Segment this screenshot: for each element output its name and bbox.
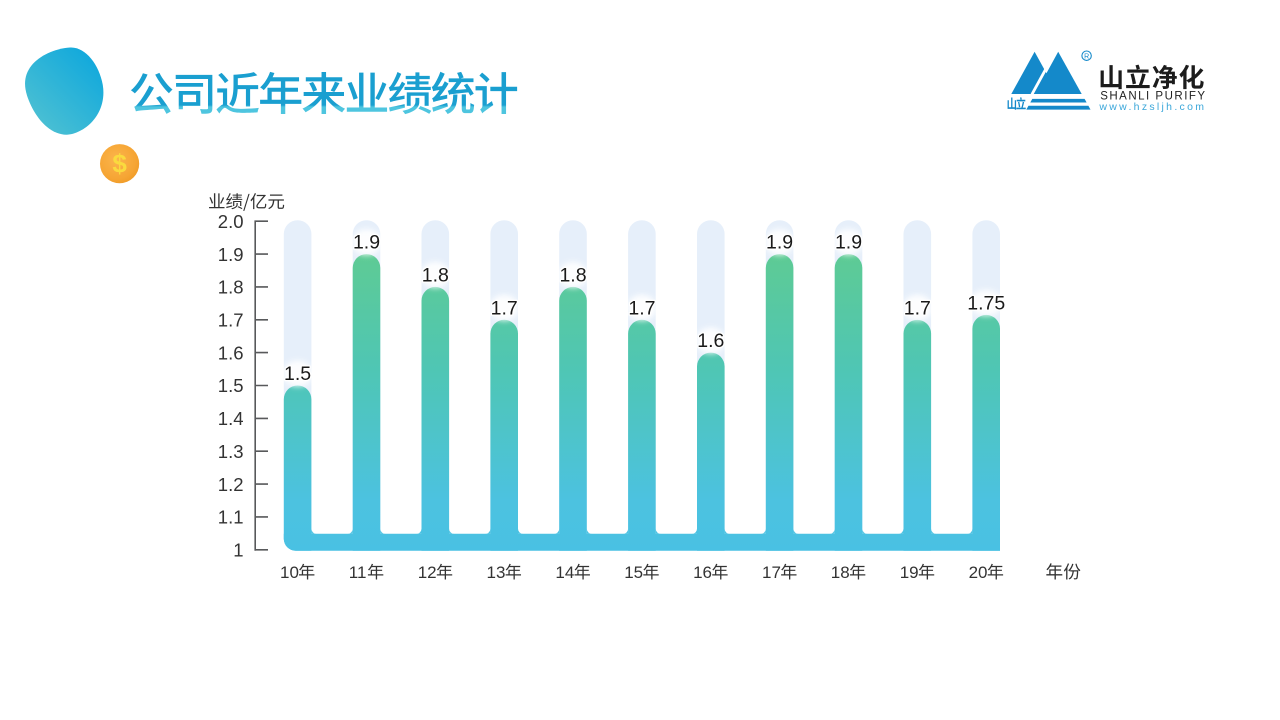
svg-text:1.8: 1.8 bbox=[422, 264, 449, 286]
svg-text:1.75: 1.75 bbox=[967, 292, 1005, 314]
svg-text:1.7: 1.7 bbox=[491, 297, 518, 319]
svg-text:1.7: 1.7 bbox=[904, 297, 931, 319]
svg-text:19: 19 bbox=[900, 563, 919, 582]
svg-text:1: 1 bbox=[233, 540, 243, 561]
svg-text:1.4: 1.4 bbox=[218, 408, 244, 429]
svg-text:10: 10 bbox=[280, 563, 299, 582]
svg-text:17: 17 bbox=[762, 563, 781, 582]
svg-text:1.5: 1.5 bbox=[284, 363, 311, 385]
svg-text:1.2: 1.2 bbox=[218, 474, 244, 495]
svg-text:12: 12 bbox=[418, 563, 437, 582]
svg-text:1.8: 1.8 bbox=[559, 264, 586, 286]
svg-text:18: 18 bbox=[831, 563, 850, 582]
svg-text:1.9: 1.9 bbox=[353, 232, 380, 254]
svg-text:1.7: 1.7 bbox=[218, 310, 244, 331]
svg-text:1.6: 1.6 bbox=[218, 342, 244, 363]
svg-text:www.hzsljh.com: www.hzsljh.com bbox=[1098, 101, 1206, 113]
svg-text:1.9: 1.9 bbox=[218, 244, 244, 265]
svg-text:1.3: 1.3 bbox=[218, 441, 244, 462]
svg-text:11: 11 bbox=[349, 563, 367, 582]
svg-text:2.0: 2.0 bbox=[218, 211, 244, 232]
svg-text:1.6: 1.6 bbox=[697, 330, 724, 352]
svg-text:1.5: 1.5 bbox=[218, 375, 244, 396]
svg-text:15: 15 bbox=[624, 563, 643, 582]
svg-text:13: 13 bbox=[487, 563, 506, 582]
svg-text:14: 14 bbox=[555, 563, 574, 582]
svg-text:SHANLI PURIFY: SHANLI PURIFY bbox=[1100, 91, 1206, 103]
svg-text:1.9: 1.9 bbox=[766, 232, 793, 254]
svg-text:20: 20 bbox=[969, 563, 988, 582]
svg-text:1.7: 1.7 bbox=[628, 297, 655, 319]
svg-text:1.9: 1.9 bbox=[835, 232, 862, 254]
svg-text:R: R bbox=[1084, 53, 1089, 60]
svg-text:16: 16 bbox=[693, 563, 712, 582]
svg-text:1.1: 1.1 bbox=[218, 507, 244, 528]
svg-text:$: $ bbox=[112, 149, 127, 179]
svg-text:1.8: 1.8 bbox=[218, 277, 244, 298]
